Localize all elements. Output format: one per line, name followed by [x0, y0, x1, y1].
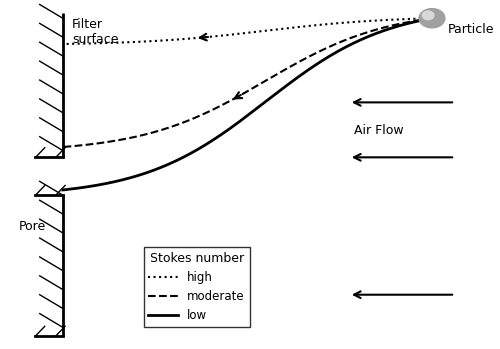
Circle shape: [419, 9, 445, 28]
Legend: high, moderate, low: high, moderate, low: [144, 247, 250, 327]
Text: Air Flow: Air Flow: [354, 124, 403, 137]
Text: Particle: Particle: [448, 23, 494, 36]
Text: Pore: Pore: [19, 220, 46, 232]
Circle shape: [422, 11, 434, 20]
Text: Filter
surface: Filter surface: [72, 18, 118, 46]
